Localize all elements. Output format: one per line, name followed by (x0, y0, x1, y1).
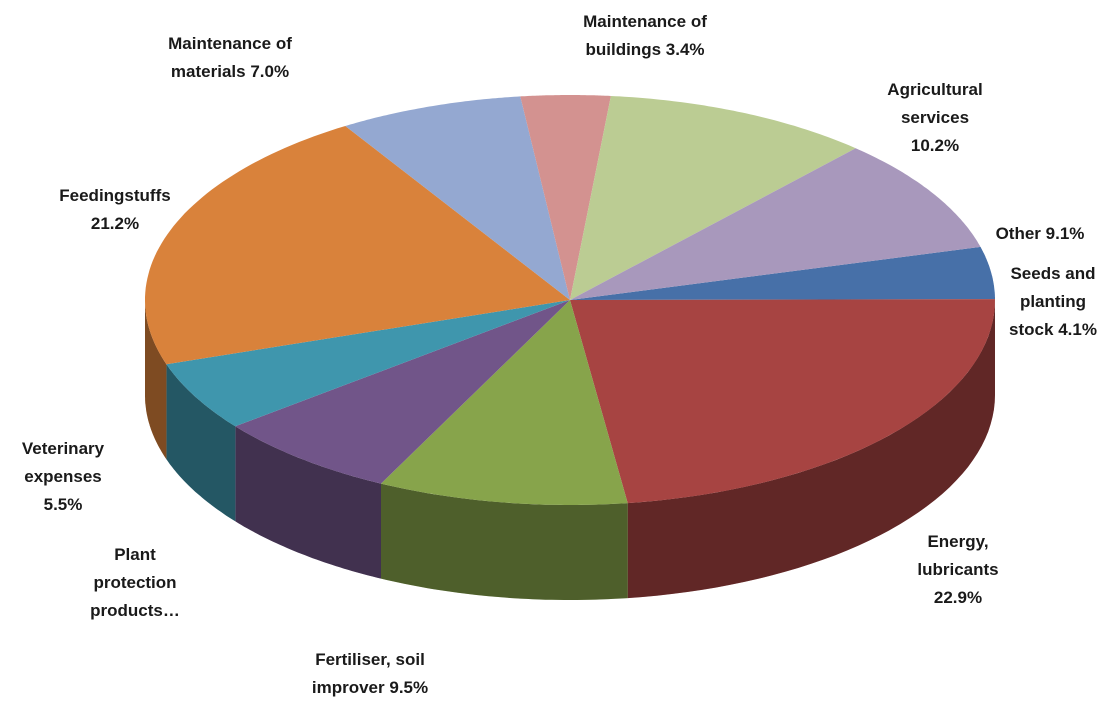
label-name: Fertiliser, soil improver (311, 650, 425, 697)
slice (570, 246, 995, 300)
slice-side-shade (381, 483, 628, 600)
slice-side (166, 364, 236, 522)
label-name: Feedingstuffs (59, 186, 171, 205)
slice-side-shade (235, 426, 381, 579)
slice-side (145, 300, 167, 460)
slice (145, 126, 570, 365)
slice-side (235, 426, 381, 579)
slice (235, 300, 571, 484)
label-value: 22.9% (933, 588, 983, 607)
label-value: 5.5% (43, 495, 83, 514)
label-name: Agricultural services (887, 80, 983, 127)
label-value: 3.4% (665, 40, 705, 59)
label-name: Plant protection products… (90, 545, 180, 620)
label-value: 10.2% (910, 136, 960, 155)
data-label: Fertiliser, soil improver 9.5% (280, 646, 460, 702)
data-label: Agricultural services 10.2% (879, 76, 991, 160)
label-value: 7.0% (250, 62, 290, 81)
label-value: 9.1% (1045, 224, 1085, 243)
slice (570, 148, 981, 300)
label-name: Maintenance of buildings (583, 12, 707, 59)
slice-side-shade (145, 300, 167, 460)
slice (520, 95, 611, 300)
label-value: 21.2% (90, 214, 140, 233)
data-label: Veterinary expenses 5.5% (11, 435, 116, 519)
data-label: Maintenance of buildings 3.4% (558, 8, 733, 64)
data-label: Feedingstuffs 21.2% (50, 182, 180, 238)
slice-side-shade (166, 364, 236, 522)
label-name: Seeds and planting stock (1009, 264, 1096, 339)
slice (166, 300, 570, 427)
slice (570, 299, 995, 504)
label-name: Energy, lubricants (917, 532, 999, 579)
label-value: 4.1% (1058, 320, 1097, 339)
data-label: Energy, lubricants 22.9% (901, 528, 1016, 612)
data-label: Plant protection products… (79, 541, 191, 625)
data-label: Other 9.1% (973, 220, 1108, 248)
label-name: Maintenance of materials (168, 34, 292, 81)
slice (570, 96, 856, 300)
slice (345, 96, 570, 301)
slice-side (381, 483, 628, 600)
slice-side-shade (627, 300, 995, 599)
label-name: Other (995, 224, 1041, 243)
slice (381, 300, 628, 505)
data-label: Maintenance of materials 7.0% (135, 30, 325, 86)
label-name: Veterinary expenses (21, 439, 105, 486)
data-label: Seeds and planting stock 4.1% (997, 260, 1109, 344)
slice-side (627, 300, 995, 599)
label-value: 9.5% (389, 678, 429, 697)
